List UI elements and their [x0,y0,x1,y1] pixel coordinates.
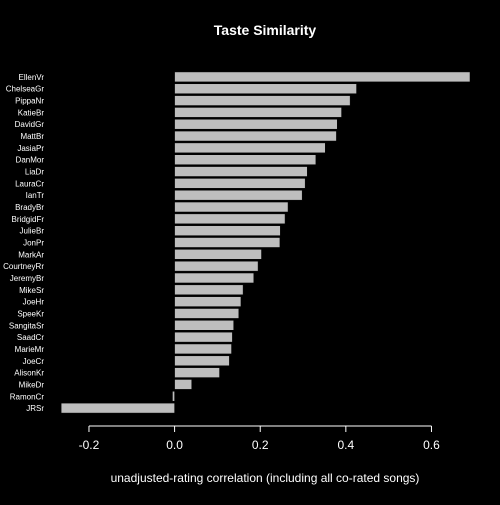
category-label-RamonCr: RamonCr [10,392,45,401]
category-label-JoeHr: JoeHr [23,298,45,307]
bar-BradyBr [174,201,289,213]
category-label-SaadCr: SaadCr [17,333,44,342]
bar-SpeeKr [174,308,240,319]
bar-JeremyBr [174,272,255,284]
category-label-MikeSr: MikeSr [19,286,44,295]
bar-EllenVr [174,71,471,83]
category-label-CourtneyRr: CourtneyRr [3,262,44,271]
x-tick-label: 0.2 [252,438,269,452]
bar-SangitaSr [174,320,234,331]
category-label-JonPr: JonPr [23,239,44,248]
bar-DanMor [174,154,317,165]
category-label-DanMor: DanMor [16,156,45,165]
x-axis: -0.2 0.0 0.2 0.4 0.6 [79,425,440,452]
category-label-BradyBr: BradyBr [15,203,44,212]
category-label-IanTr: IanTr [26,191,45,200]
bar-LiaDr [174,166,308,177]
bar-RamonCr [172,391,175,402]
x-tick-label: -0.2 [79,438,100,452]
bar-MikeDr [174,379,192,390]
bar-KatieBr [174,107,342,118]
category-label-SpeeKr: SpeeKr [17,309,44,318]
bar-MarieMr [174,343,232,355]
category-label-ChelseaGr: ChelseaGr [6,85,45,94]
category-label-JoeCr: JoeCr [23,357,45,366]
category-label-MarkAr: MarkAr [18,250,44,259]
category-label-PippaNr: PippaNr [15,97,44,106]
x-tick-label: 0.6 [423,438,440,452]
category-label-KatieBr: KatieBr [18,108,45,117]
bar-PippaNr [174,95,351,106]
category-label-JeremyBr: JeremyBr [10,274,45,283]
bar-BridgidFr [174,213,286,225]
category-label-AlisonKr: AlisonKr [14,369,44,378]
bar-MarkAr [174,249,262,260]
chart-title: Taste Similarity [214,22,317,38]
bar-MattBr [174,130,337,142]
bar-JonPr [174,237,281,248]
category-label-MarieMr: MarieMr [15,345,45,354]
category-label-DavidGr: DavidGr [15,120,45,129]
bar-SaadCr [174,331,233,343]
category-label-MattBr: MattBr [20,132,44,141]
category-labels-layer: EllenVr ChelseaGr PippaNr KatieBr DavidGr Mat… [3,73,44,413]
category-label-MikeDr: MikeDr [19,380,45,389]
bar-JRSr [60,402,175,414]
bar-CourtneyRr [174,260,259,272]
x-tick-label: 0.0 [166,438,183,452]
bar-MikeSr [174,284,244,296]
category-label-JasiaPr: JasiaPr [17,144,44,153]
bar-JoeHr [174,296,242,307]
bars-layer [60,71,471,414]
category-label-LiaDr: LiaDr [25,168,44,177]
bar-AlisonKr [174,367,220,378]
bar-IanTr [174,189,303,201]
bar-JoeCr [174,355,230,366]
bar-ChelseaGr [174,83,357,94]
bar-LauraCr [174,178,306,189]
x-axis-title: unadjusted-rating correlation (including… [111,471,420,485]
category-label-BridgidFr: BridgidFr [12,215,45,224]
bar-JasiaPr [174,142,326,154]
bar-JulieBr [174,225,281,236]
x-tick-label: 0.4 [337,438,354,452]
category-label-EllenVr: EllenVr [19,73,45,82]
category-label-JulieBr: JulieBr [20,227,45,236]
bar-DavidGr [174,119,338,130]
category-label-JRSr: JRSr [26,404,44,413]
category-label-SangitaSr: SangitaSr [9,321,44,330]
category-label-LauraCr: LauraCr [15,179,44,188]
